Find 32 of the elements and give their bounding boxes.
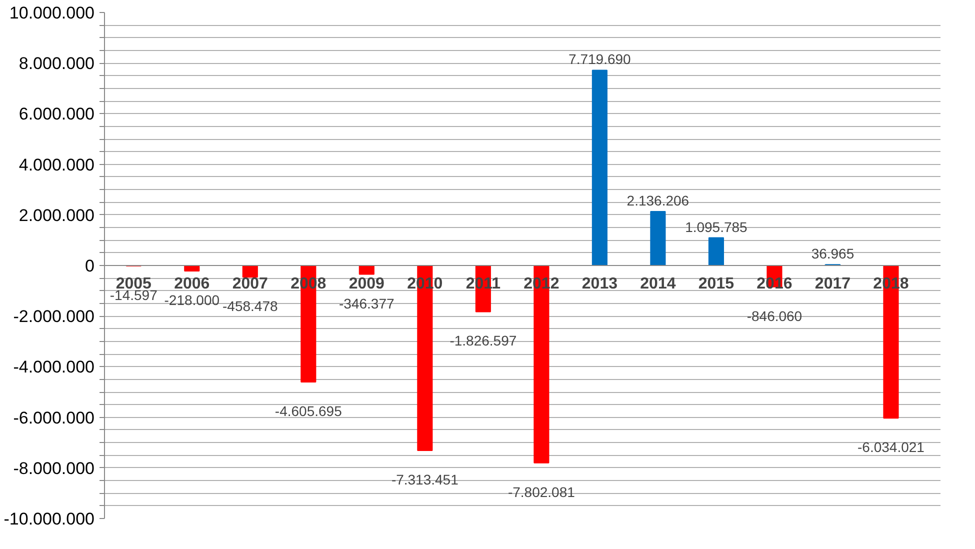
x-tick-label: 2017 — [814, 276, 851, 292]
x-tick-label: 2014 — [640, 276, 676, 292]
y-tick-label: 0 — [85, 256, 95, 276]
data-label: 1.095.785 — [685, 218, 748, 235]
y-tick-label: 8.000.000 — [18, 54, 95, 74]
x-tick-label: 2006 — [174, 276, 210, 292]
data-label: -846.060 — [746, 308, 802, 324]
x-tick-label: 2007 — [232, 276, 268, 292]
y-tick-label: -10.000.000 — [4, 510, 95, 528]
y-tick-label: 4.000.000 — [18, 155, 95, 174]
data-label: -218.000 — [164, 292, 220, 308]
data-label: -7.802.081 — [508, 484, 576, 500]
y-tick-label: -2.000.000 — [13, 307, 95, 326]
data-label: 2.136.206 — [626, 192, 690, 208]
data-label: -7.313.451 — [391, 472, 459, 488]
x-tick-label: 2016 — [756, 276, 792, 292]
data-label: -6.034.021 — [858, 439, 925, 456]
data-label: 36.965 — [811, 246, 854, 262]
data-label: -458.478 — [222, 298, 278, 314]
y-tick-label: -4.000.000 — [13, 358, 95, 377]
data-label: -4.605.695 — [274, 403, 342, 420]
y-tick-label: 10.000.000 — [9, 4, 95, 22]
data-label: 7.719.690 — [568, 51, 632, 68]
y-tick-label: 2.000.000 — [18, 206, 95, 225]
data-label: -346.377 — [339, 295, 395, 312]
y-tick-label: -8.000.000 — [13, 458, 95, 478]
data-label: -1.826.597 — [450, 332, 517, 349]
x-tick-label: 2015 — [698, 276, 734, 292]
y-tick-label: -6.000.000 — [13, 408, 95, 428]
x-tick-label: 2009 — [348, 276, 385, 292]
y-tick-label: 6.000.000 — [18, 104, 95, 124]
x-tick-label: 2013 — [582, 276, 618, 292]
